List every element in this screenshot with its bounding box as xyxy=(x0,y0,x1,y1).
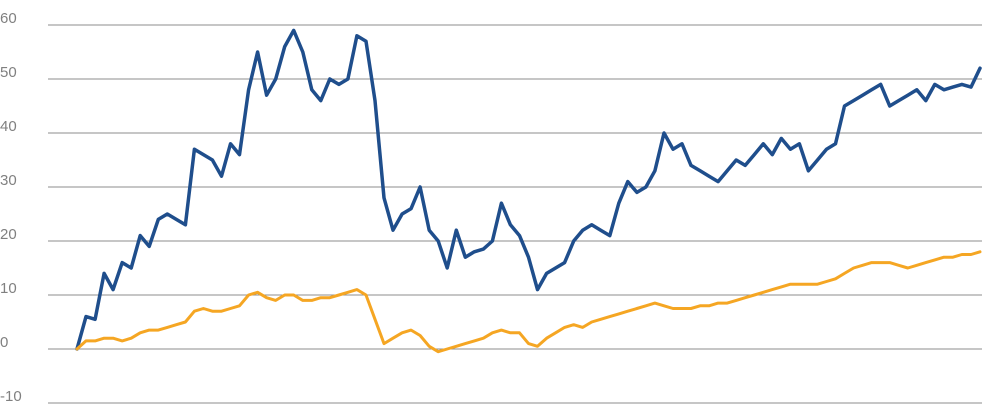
y-tick-label: 20 xyxy=(0,226,17,243)
y-tick-label: 60 xyxy=(0,10,17,27)
series-line-2 xyxy=(75,250,982,354)
y-tick-label: 50 xyxy=(0,64,17,81)
gridlines xyxy=(48,24,982,404)
y-tick-label: 0 xyxy=(0,334,8,351)
y-axis-tick-labels: 60 50 40 30 20 10 0 -10 xyxy=(0,10,22,405)
series-line-1 xyxy=(75,28,982,351)
y-tick-label: 10 xyxy=(0,280,17,297)
series-lines xyxy=(75,28,982,354)
y-tick-label: 40 xyxy=(0,118,17,135)
y-tick-label: 30 xyxy=(0,172,17,189)
y-tick-label: -10 xyxy=(0,388,22,405)
